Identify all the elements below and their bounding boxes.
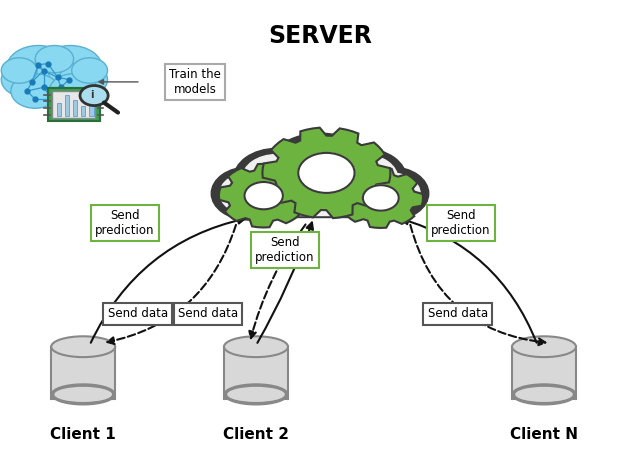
Circle shape bbox=[1, 58, 37, 83]
Circle shape bbox=[49, 74, 98, 108]
Circle shape bbox=[211, 167, 286, 220]
Circle shape bbox=[242, 155, 310, 203]
FancyArrowPatch shape bbox=[410, 225, 545, 345]
Ellipse shape bbox=[51, 336, 115, 357]
Polygon shape bbox=[262, 128, 390, 218]
Text: Send
prediction: Send prediction bbox=[95, 209, 154, 237]
Bar bbox=[89, 98, 93, 116]
Bar bbox=[73, 101, 77, 116]
Bar bbox=[236, 176, 404, 215]
Text: Send data: Send data bbox=[178, 308, 238, 320]
Bar bbox=[57, 103, 61, 116]
FancyBboxPatch shape bbox=[48, 88, 100, 121]
Bar bbox=[234, 172, 406, 217]
Text: Send
prediction: Send prediction bbox=[255, 236, 314, 264]
FancyArrowPatch shape bbox=[99, 80, 138, 84]
Ellipse shape bbox=[512, 336, 576, 357]
Circle shape bbox=[363, 185, 399, 211]
Bar bbox=[224, 347, 288, 399]
Bar bbox=[512, 347, 576, 399]
Circle shape bbox=[265, 133, 375, 212]
Circle shape bbox=[35, 46, 74, 73]
Ellipse shape bbox=[512, 384, 576, 405]
Ellipse shape bbox=[54, 387, 112, 402]
FancyArrowPatch shape bbox=[91, 217, 244, 343]
Circle shape bbox=[321, 148, 406, 209]
FancyArrowPatch shape bbox=[402, 218, 536, 343]
Circle shape bbox=[11, 74, 60, 108]
Text: Client 2: Client 2 bbox=[223, 427, 289, 442]
Text: Send data: Send data bbox=[428, 308, 488, 320]
Polygon shape bbox=[219, 164, 308, 228]
Circle shape bbox=[59, 62, 108, 97]
Bar bbox=[81, 106, 86, 116]
Text: i: i bbox=[90, 90, 94, 100]
FancyBboxPatch shape bbox=[52, 91, 95, 118]
Ellipse shape bbox=[224, 384, 288, 405]
Circle shape bbox=[363, 173, 420, 214]
Circle shape bbox=[298, 153, 355, 193]
FancyArrowPatch shape bbox=[250, 224, 305, 338]
Ellipse shape bbox=[224, 336, 288, 357]
Circle shape bbox=[38, 46, 102, 91]
Circle shape bbox=[330, 155, 398, 203]
Text: Send
prediction: Send prediction bbox=[431, 209, 490, 237]
Circle shape bbox=[234, 148, 319, 209]
Bar bbox=[51, 347, 115, 399]
Text: SERVER: SERVER bbox=[268, 25, 372, 48]
Text: Send data: Send data bbox=[108, 308, 168, 320]
Circle shape bbox=[273, 139, 367, 206]
Circle shape bbox=[354, 167, 429, 220]
Ellipse shape bbox=[227, 387, 285, 402]
Ellipse shape bbox=[51, 384, 115, 405]
Text: Train the
models: Train the models bbox=[169, 68, 221, 96]
Circle shape bbox=[220, 173, 277, 214]
FancyArrowPatch shape bbox=[257, 222, 313, 343]
Circle shape bbox=[72, 58, 108, 83]
FancyArrowPatch shape bbox=[108, 225, 236, 344]
Circle shape bbox=[1, 62, 50, 97]
Ellipse shape bbox=[515, 387, 573, 402]
Text: Client N: Client N bbox=[510, 427, 578, 442]
Circle shape bbox=[244, 182, 283, 209]
Text: Client 1: Client 1 bbox=[51, 427, 116, 442]
Polygon shape bbox=[339, 168, 423, 228]
Circle shape bbox=[80, 86, 108, 106]
Bar bbox=[65, 95, 69, 116]
Circle shape bbox=[6, 46, 70, 91]
